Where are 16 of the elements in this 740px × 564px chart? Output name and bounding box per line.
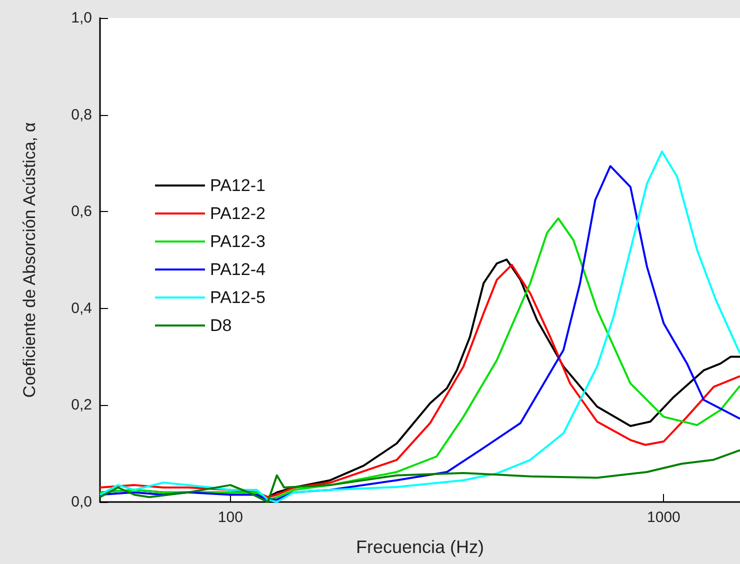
legend-label: PA12-4	[210, 260, 266, 279]
y-tick-label: 0,0	[71, 494, 92, 510]
legend-label: PA12-2	[210, 204, 266, 223]
x-axis-title: Frecuencia (Hz)	[356, 537, 484, 557]
legend-label: PA12-1	[210, 176, 266, 195]
y-axis-title: Coeficiente de Absorción Acústica, α	[20, 122, 39, 398]
legend-label: D8	[210, 316, 232, 335]
y-tick-label: 0,4	[71, 300, 92, 317]
y-tick-label: 0,2	[71, 396, 92, 414]
legend-label: PA12-3	[210, 232, 266, 251]
x-tick-label: 1000	[647, 509, 680, 526]
x-tick-label: 100	[218, 509, 243, 526]
y-tick-label: 0,6	[71, 203, 92, 220]
y-tick-label: 0,8	[71, 106, 92, 124]
y-tick-label: 1,0	[71, 10, 92, 26]
legend-label: PA12-5	[210, 288, 266, 307]
